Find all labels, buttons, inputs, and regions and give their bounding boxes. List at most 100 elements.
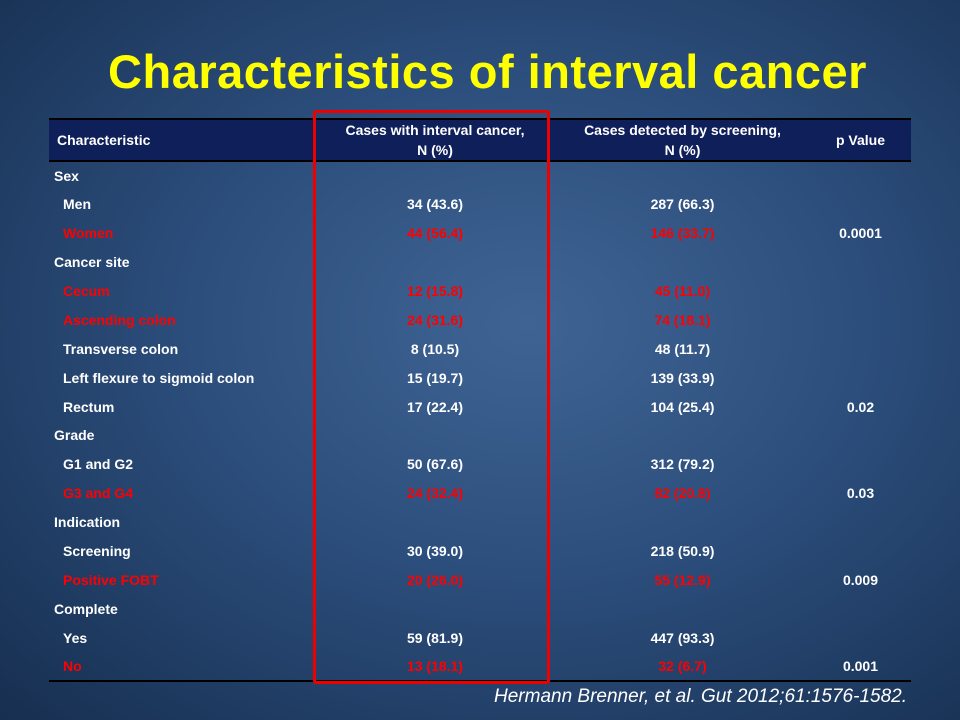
- table-row: Cancer site: [49, 248, 911, 277]
- table-row: Indication: [49, 508, 911, 537]
- row-label: Cecum: [63, 283, 110, 299]
- row-label: Positive FOBT: [63, 571, 159, 588]
- interval-cancer-value: 24 (32.4): [406, 485, 464, 502]
- table-row: Cecum 12 (15.8) 45 (11.0): [49, 277, 911, 306]
- interval-cancer-value: 44 (56.4): [406, 225, 464, 242]
- row-label: G1 and G2: [63, 456, 134, 473]
- table-row: Rectum 17 (22.4) 104 (25.4) 0.02: [49, 392, 911, 421]
- interval-cancer-value: 17 (22.4): [406, 398, 464, 415]
- row-label: Left flexure to sigmoid colon: [63, 369, 255, 386]
- table-row: Transverse colon 8 (10.5) 48 (11.7): [49, 334, 911, 363]
- interval-cancer-value: 30 (39.0): [406, 543, 464, 560]
- row-label: Indication: [54, 514, 121, 531]
- interval-cancer-value: 12 (15.8): [406, 283, 464, 299]
- screening-value: 48 (11.7): [654, 340, 711, 357]
- p-value: [810, 161, 911, 190]
- interval-cancer-value: 59 (81.9): [406, 629, 464, 646]
- screening-value: [555, 594, 810, 623]
- p-value: [810, 248, 911, 277]
- header-interval-line1: Cases with interval cancer,: [345, 122, 525, 138]
- screening-value: 55 (12.9): [654, 571, 711, 588]
- table-row: Grade: [49, 421, 911, 450]
- p-value: [810, 508, 911, 537]
- table-row: Left flexure to sigmoid colon 15 (19.7) 13…: [49, 363, 911, 392]
- interval-cancer-value: 24 (31.6): [406, 311, 464, 328]
- header-screening-line2: N (%): [664, 142, 701, 158]
- header-interval-line2: N (%): [417, 142, 453, 158]
- screening-value: [555, 508, 810, 537]
- header-interval-cases: Cases with interval cancer, N (%): [315, 118, 555, 162]
- p-value: [810, 421, 911, 450]
- interval-cancer-value: [315, 248, 555, 277]
- table-row: Yes 59 (81.9) 447 (93.3): [49, 623, 911, 652]
- p-value: [810, 623, 911, 652]
- p-value: [810, 277, 911, 306]
- table-row: Complete: [49, 594, 911, 623]
- row-label: Rectum: [63, 398, 115, 415]
- header-p-value: p Value: [810, 118, 911, 162]
- screening-value: 82 (20.8): [654, 485, 711, 502]
- p-value: [810, 537, 911, 566]
- interval-cancer-value: 15 (19.7): [406, 369, 464, 386]
- table-row: Men 34 (43.6) 287 (66.3): [49, 190, 911, 219]
- p-value: 0.001: [810, 652, 911, 683]
- table-row: G1 and G2 50 (67.6) 312 (79.2): [49, 450, 911, 479]
- table-row: Sex: [49, 161, 911, 190]
- characteristics-table: Characteristic Cases with interval cance…: [49, 118, 911, 683]
- row-label: G3 and G4: [63, 485, 134, 502]
- screening-value: [555, 421, 810, 450]
- row-label: Men: [63, 196, 91, 213]
- row-label: Complete: [54, 600, 118, 617]
- table-row: Screening 30 (39.0) 218 (50.9): [49, 537, 911, 566]
- table-row: G3 and G4 24 (32.4) 82 (20.8) 0.03: [49, 479, 911, 508]
- citation: Hermann Brenner, et al. Gut 2012;61:1576…: [494, 686, 907, 707]
- p-value: [810, 190, 911, 219]
- slide-title: Characteristics of interval cancer: [108, 45, 867, 98]
- screening-value: 74 (18.1): [654, 311, 711, 328]
- p-value: [810, 450, 911, 479]
- screening-value: [555, 248, 810, 277]
- header-screening-line1: Cases detected by screening,: [584, 122, 781, 138]
- interval-cancer-value: [315, 508, 555, 537]
- row-label: No: [49, 652, 315, 683]
- p-value: [810, 334, 911, 363]
- interval-cancer-value: [315, 594, 555, 623]
- screening-value: 139 (33.9): [650, 369, 715, 386]
- p-value: [810, 594, 911, 623]
- header-screening-cases: Cases detected by screening, N (%): [555, 118, 810, 162]
- screening-value: 45 (11.0): [654, 283, 711, 299]
- p-value: 0.03: [846, 485, 875, 502]
- p-value: 0.009: [842, 571, 879, 588]
- screening-value: [555, 161, 810, 190]
- screening-value: 218 (50.9): [650, 543, 715, 560]
- table-row: Women 44 (56.4) 146 (33.7) 0.0001: [49, 219, 911, 248]
- table-row: No 13 (18.1) 32 (6.7) 0.001: [49, 652, 911, 683]
- screening-value: 104 (25.4): [650, 398, 715, 415]
- table-row: Ascending colon 24 (31.6) 74 (18.1): [49, 305, 911, 334]
- row-label: Women: [63, 225, 114, 242]
- screening-value: 146 (33.7): [650, 225, 715, 242]
- table-header-row: Characteristic Cases with interval cance…: [49, 118, 911, 162]
- screening-value: 287 (66.3): [650, 196, 715, 213]
- interval-cancer-value: 8 (10.5): [410, 340, 460, 357]
- table-row: Positive FOBT 20 (26.0) 55 (12.9) 0.009: [49, 565, 911, 594]
- p-value: 0.02: [846, 398, 875, 415]
- interval-cancer-value: [315, 161, 555, 190]
- row-label: Transverse colon: [63, 340, 179, 357]
- screening-value: 32 (6.7): [555, 652, 810, 683]
- interval-cancer-value: 34 (43.6): [406, 196, 464, 213]
- row-label: Cancer site: [54, 254, 130, 271]
- row-label: Sex: [54, 167, 79, 184]
- screening-value: 312 (79.2): [650, 456, 715, 473]
- row-label: Yes: [63, 629, 88, 646]
- interval-cancer-value: 13 (18.1): [315, 652, 555, 683]
- interval-cancer-value: [315, 421, 555, 450]
- p-value: [810, 305, 911, 334]
- p-value: 0.0001: [839, 225, 882, 242]
- row-label: Screening: [63, 543, 131, 560]
- table-body: Sex Men 34 (43.6) 287 (66.3) Women 44 (56.4) 1…: [49, 161, 911, 683]
- interval-cancer-value: 20 (26.0): [406, 571, 464, 588]
- row-label: Ascending colon: [63, 311, 176, 328]
- screening-value: 447 (93.3): [650, 629, 715, 646]
- p-value: [810, 363, 911, 392]
